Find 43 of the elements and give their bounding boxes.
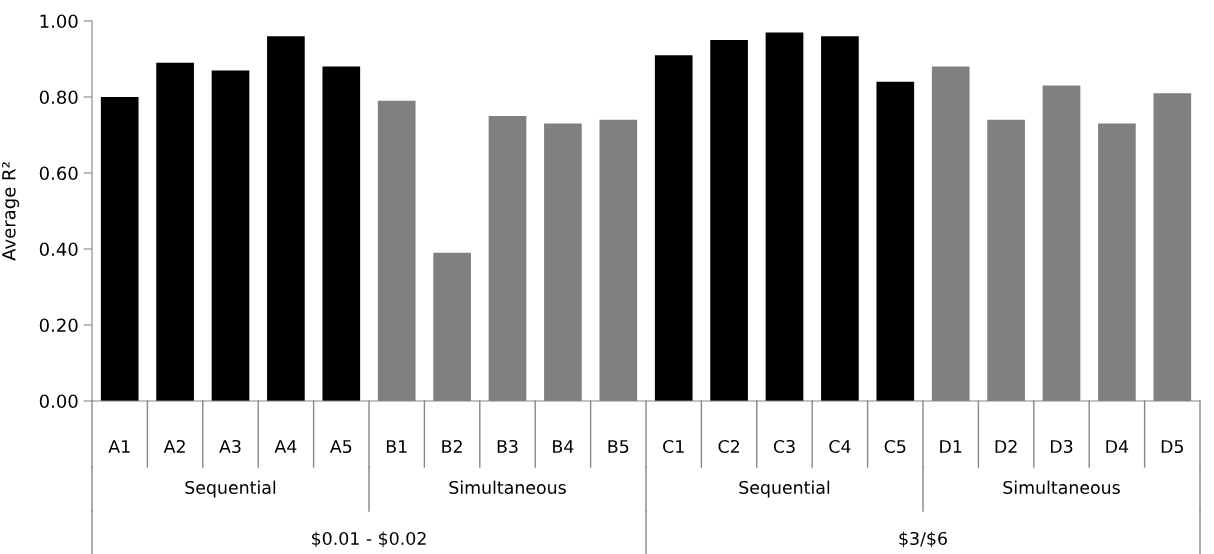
text: Simultaneous <box>1003 480 1120 495</box>
text: $0.01 - $0.02 <box>312 531 426 548</box>
y-axis-title: Average R² <box>2 162 20 261</box>
x-tick-label: D4 <box>1106 440 1129 453</box>
y-tick-label: 0.40 <box>39 242 78 257</box>
x-tick-label: C5 <box>884 439 906 454</box>
bar <box>821 36 859 401</box>
x-tick-label: D1 <box>940 440 962 453</box>
x-tick-label: B1 <box>386 440 407 453</box>
x-tick-label: A2 <box>163 439 185 453</box>
y-tick-label: 0.60 <box>39 166 78 181</box>
bar <box>100 97 139 401</box>
x-tick-label: D5 <box>1161 440 1183 454</box>
bar <box>876 81 915 401</box>
x-tick-label: A1 <box>108 440 130 453</box>
x-tick-label: B2 <box>442 439 462 453</box>
bar <box>211 70 250 401</box>
x-tick-label: C3 <box>773 439 795 454</box>
bar <box>267 36 305 401</box>
x-tick-label: A3 <box>219 439 241 454</box>
x-tick-label: A5 <box>329 440 352 454</box>
x-tick-label: D3 <box>1051 439 1073 454</box>
y-tick-label: 0.20 <box>39 318 78 333</box>
y-tick-label: 0.80 <box>39 90 78 105</box>
x-tick-label: B5 <box>608 440 629 454</box>
bar <box>156 62 194 401</box>
text: Sequential <box>739 480 830 498</box>
x-tick-label: C2 <box>718 439 739 454</box>
x-tick-label: C4 <box>829 439 851 454</box>
x-tick-label: A4 <box>274 440 297 453</box>
x-tick-label: D2 <box>995 439 1017 453</box>
y-tick-label: 1.00 <box>40 14 78 29</box>
text: $3/$6 <box>899 531 947 548</box>
bar <box>765 32 804 401</box>
text: Simultaneous <box>449 480 566 495</box>
x-tick-label: B4 <box>553 440 574 453</box>
bar <box>322 66 361 401</box>
bar <box>654 55 693 401</box>
y-tick-label: 0.00 <box>39 394 78 409</box>
text: Sequential <box>185 480 276 498</box>
x-tick-label: B3 <box>497 439 518 454</box>
x-tick-label: C1 <box>663 439 684 454</box>
bar <box>710 40 748 401</box>
